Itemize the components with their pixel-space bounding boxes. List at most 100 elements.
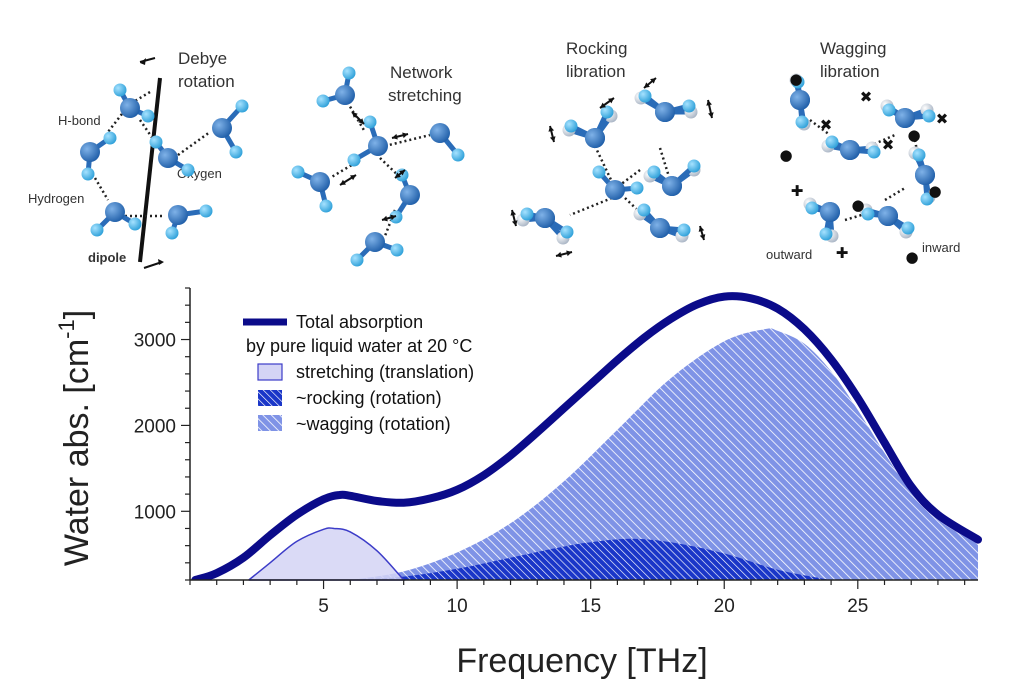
illustration-row: Debye rotation H-bond Oxygen Hydrogen di… [28, 39, 960, 269]
hydrogen-atom [791, 75, 805, 89]
motion-arrowhead [708, 112, 714, 118]
legend-swatch-wagging [258, 415, 282, 431]
absorption-chart: 5 10 15 20 25 1000 2000 3000 Frequency [THz] W… [54, 287, 982, 680]
motion-arrowhead [698, 226, 705, 232]
line-total-absorption [191, 292, 982, 580]
oxygen-atom [655, 102, 675, 122]
motion-arrowhead [650, 78, 656, 84]
label-inward: inward [922, 240, 960, 255]
displacement-marker: ● [907, 126, 920, 144]
hydrogen-atom [912, 148, 926, 162]
h-bond [129, 90, 151, 106]
displacement-marker: ✚ [836, 244, 849, 262]
hydrogen-atom [90, 223, 104, 237]
rotation-arrowhead-bottom [158, 259, 164, 265]
oxygen-atom [168, 205, 188, 225]
oxygen-atom [212, 118, 232, 138]
h-bond [884, 186, 906, 202]
water-network-2 [291, 66, 465, 267]
motion-arrowhead [548, 126, 555, 132]
area-stretching [248, 527, 406, 581]
displacement-marker: ✖ [936, 110, 949, 128]
displacement-marker: ✖ [860, 88, 873, 106]
hydrogen-atom [795, 115, 809, 129]
oxygen-atom [820, 202, 840, 222]
hydrogen-atom [600, 105, 614, 119]
panel-title-line-1: Rocking [566, 39, 627, 58]
motion-arrowhead [510, 210, 517, 216]
oxygen-atom [662, 176, 682, 196]
y-ticks: 1000 2000 3000 [134, 287, 190, 581]
hydrogen-atom [861, 207, 875, 221]
motion-arrowhead [395, 172, 401, 178]
h-bond [93, 177, 110, 201]
legend-label-total-sub: by pure liquid water at 20 °C [246, 336, 472, 356]
hydrogen-atom [81, 167, 95, 181]
x-ticks: 5 10 15 20 25 [189, 580, 966, 617]
x-tick-label: 10 [447, 596, 468, 617]
rotation-arrowhead-top [140, 58, 146, 65]
panel-rocking-libration: Rocking libration [510, 39, 714, 258]
oxygen-atom [335, 85, 355, 105]
hydrogen-atom [882, 103, 896, 117]
motion-arrowhead [352, 112, 358, 118]
water-network-4: ● ✖ ✖ ● ✖ ✖ ● ● ✚ ● ✚ ● [779, 70, 948, 266]
hydrogen-atom [805, 201, 819, 215]
hydrogen-atom [319, 199, 333, 213]
oxygen-atom [365, 232, 385, 252]
h-bond [138, 119, 164, 153]
hydrogen-atom [113, 83, 127, 97]
displacement-marker: ✖ [882, 136, 895, 154]
plot-areas [191, 292, 982, 581]
label-dipole: dipole [88, 250, 126, 265]
h-bond [177, 130, 211, 157]
panel-debye-rotation: Debye rotation H-bond Oxygen Hydrogen di… [28, 49, 249, 269]
h-bond [619, 169, 641, 186]
hydrogen-atom [395, 168, 409, 182]
x-tick-label: 25 [847, 596, 868, 617]
oxygen-atom [368, 136, 388, 156]
hydrogen-atom [128, 217, 142, 231]
h-bond [624, 197, 651, 223]
h-bond [844, 212, 866, 222]
hydrogen-atom [564, 119, 578, 133]
x-axis-title: Frequency [THz] [456, 642, 707, 680]
panel-network-stretching: Network stretching [291, 63, 465, 267]
motion-arrowhead [392, 133, 398, 140]
hydrogen-atom [235, 99, 249, 113]
panel-title-line-1: Wagging [820, 39, 886, 58]
hydrogen-atom [682, 99, 696, 113]
hydrogen-atom [350, 253, 364, 267]
legend-swatch-stretching [257, 363, 283, 381]
area-rocking [350, 538, 832, 580]
hydrogen-atom [819, 227, 833, 241]
hydrogen-atom [922, 109, 936, 123]
legend-swatch-rocking [258, 390, 282, 406]
motion-arrowhead [556, 251, 562, 258]
label-outward: outward [766, 247, 812, 262]
x-tick-label: 20 [714, 596, 735, 617]
hydrogen-atom [901, 221, 915, 235]
label-h-bond: H-bond [58, 113, 101, 128]
hydrogen-atom [630, 181, 644, 195]
displacement-marker: ● [905, 248, 918, 266]
hydrogen-atom [638, 89, 652, 103]
hydrogen-atom [342, 66, 356, 80]
water-network-3 [510, 77, 714, 258]
panel-title-line-1: Network [390, 63, 453, 82]
motion-arrowhead [511, 220, 518, 226]
y-tick-label: 2000 [134, 416, 176, 437]
oxygen-atom [80, 142, 100, 162]
legend: Total absorption by pure liquid water at… [243, 312, 474, 434]
hydrogen-atom [677, 223, 691, 237]
legend-label-rocking: ~rocking (rotation) [296, 388, 442, 408]
dipole-arrow [138, 77, 162, 263]
oxygen-atom [430, 123, 450, 143]
hydrogen-atom [363, 115, 377, 129]
hydrogen-atom [451, 148, 465, 162]
y-tick-label: 3000 [134, 331, 176, 352]
motion-arrowhead [644, 82, 650, 88]
y-axis-title-superscript: -1 [54, 319, 79, 339]
h-bond [593, 145, 614, 183]
hydrogen-atom [347, 153, 361, 167]
